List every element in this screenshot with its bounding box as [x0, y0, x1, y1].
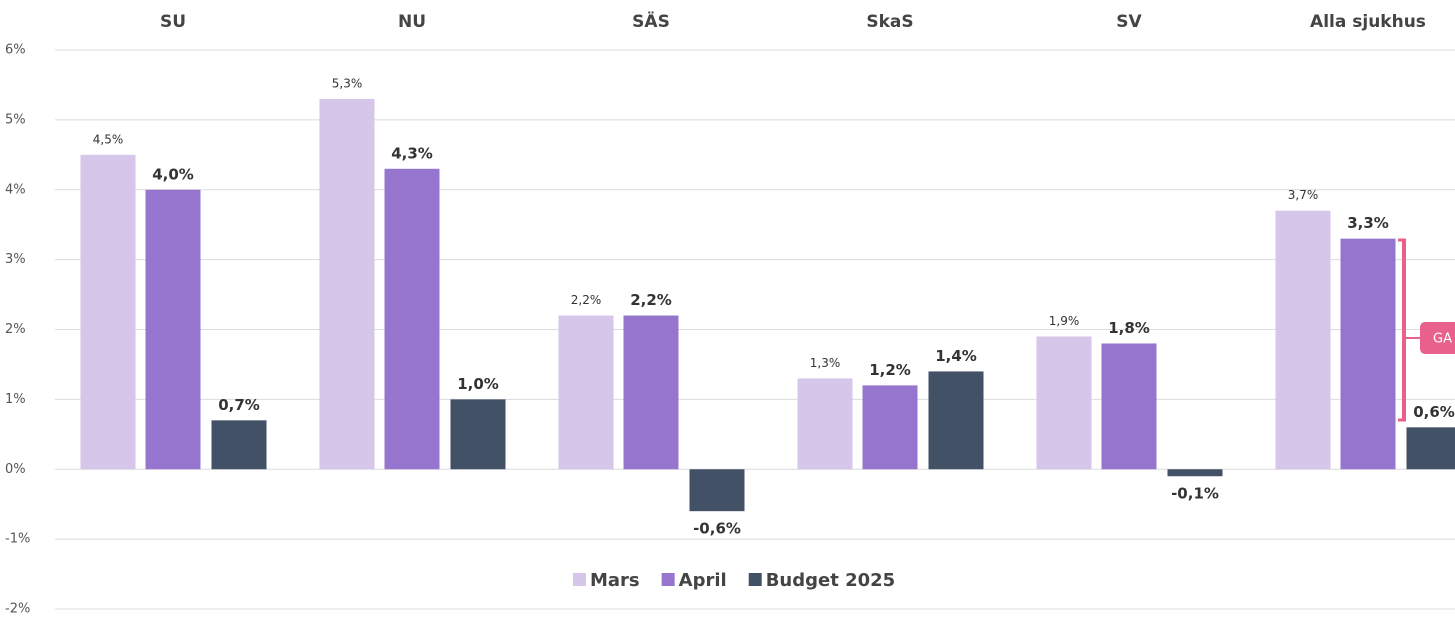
category-header: Alla sjukhus: [1310, 12, 1426, 32]
value-label: 0,7%: [218, 396, 260, 414]
value-label: 4,0%: [152, 165, 194, 183]
value-label: 0,6%: [1413, 403, 1455, 421]
annotation-box: [1420, 322, 1455, 354]
value-label: 1,0%: [457, 375, 499, 393]
value-label: 3,3%: [1347, 214, 1389, 232]
y-tick-label: 0%: [5, 462, 26, 477]
bar: [450, 399, 506, 470]
y-tick-label: 3%: [5, 252, 26, 267]
bar: [1406, 427, 1455, 470]
bar: [384, 168, 440, 470]
y-tick-label: 2%: [5, 322, 26, 337]
value-label: 2,2%: [630, 291, 672, 309]
value-label: 1,2%: [869, 361, 911, 379]
category-header: SU: [160, 12, 186, 32]
bar: [145, 189, 201, 470]
value-label: 1,4%: [935, 347, 977, 365]
legend-label: Mars: [590, 570, 640, 591]
y-tick-label: 4%: [5, 182, 26, 197]
bar: [319, 98, 375, 470]
value-label: -0,6%: [693, 520, 741, 538]
bar: [80, 154, 136, 470]
y-tick-label: -1%: [5, 532, 30, 547]
y-tick-label: 5%: [5, 112, 26, 127]
value-label: 1,3%: [810, 356, 841, 370]
bar: [689, 469, 745, 512]
legend-swatch: [661, 573, 675, 586]
value-label: 1,9%: [1049, 314, 1080, 328]
value-label: 4,3%: [391, 144, 433, 162]
bar: [928, 371, 984, 470]
bar: [797, 378, 853, 470]
category-header: SÄS: [632, 10, 670, 32]
value-label: 3,7%: [1288, 188, 1319, 202]
value-label: 5,3%: [332, 76, 363, 90]
category-header: SV: [1116, 12, 1142, 32]
value-label: 4,5%: [93, 132, 124, 146]
value-label: 2,2%: [571, 293, 602, 307]
legend-swatch: [573, 573, 586, 586]
bar: [1340, 238, 1396, 470]
bar: [1167, 469, 1223, 477]
y-tick-label: -2%: [5, 602, 30, 617]
bar: [1101, 343, 1157, 470]
bar: [211, 420, 267, 470]
category-header: NU: [398, 12, 426, 32]
annotation: GA: [1433, 332, 1452, 347]
bar: [623, 315, 679, 470]
y-tick-label: 6%: [5, 43, 26, 58]
value-label: -0,1%: [1171, 485, 1219, 503]
legend-label: April: [679, 570, 727, 591]
bar: [1036, 336, 1092, 470]
value-label: 1,8%: [1108, 319, 1150, 337]
y-tick-label: 1%: [5, 392, 26, 407]
category-header: SkaS: [866, 12, 913, 32]
bar: [862, 385, 918, 470]
bar: [1275, 210, 1331, 470]
legend-label: Budget 2025: [766, 570, 895, 591]
legend-swatch: [748, 573, 762, 586]
bar: [558, 315, 614, 470]
